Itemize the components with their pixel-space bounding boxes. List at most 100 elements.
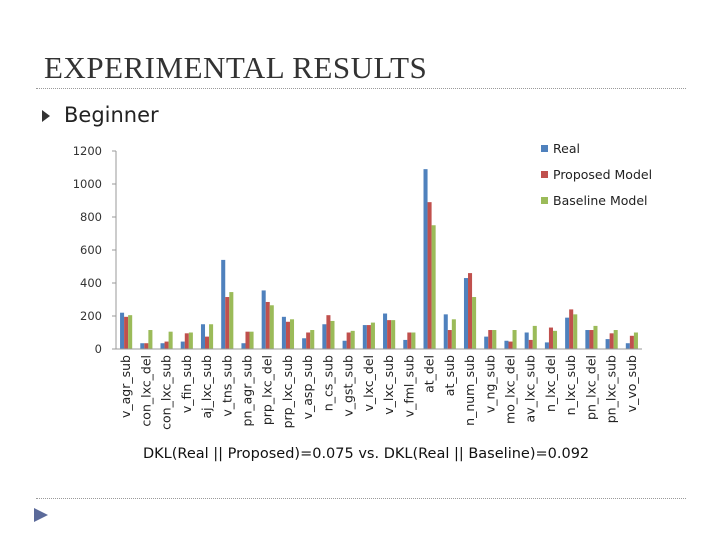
y-tick-label: 200 bbox=[80, 309, 102, 323]
bar-v_gst_sub-0 bbox=[342, 340, 347, 349]
bullet-text: Beginner bbox=[64, 103, 159, 127]
x-tick-label: v_lxc_del bbox=[361, 355, 376, 412]
bar-v_asp_sub-0 bbox=[302, 338, 307, 349]
y-tick-label: 400 bbox=[80, 276, 102, 290]
bar-v_tns_sub-2 bbox=[229, 292, 234, 349]
bullet-arrow-icon bbox=[42, 110, 50, 122]
bar-av_lxc_sub-2 bbox=[532, 325, 537, 349]
bar-v_agr_sub-2 bbox=[128, 315, 133, 349]
x-tick-label: n_num_sub bbox=[462, 355, 477, 426]
y-tick-label: 1200 bbox=[73, 144, 102, 158]
bar-n_cs_sub-1 bbox=[326, 315, 331, 349]
bar-aj_lxc_sub-0 bbox=[200, 324, 206, 349]
bar-con_lxc_del-1 bbox=[144, 343, 149, 349]
bar-v_fin_sub-2 bbox=[188, 332, 193, 349]
bar-n_lxc_del-1 bbox=[548, 327, 553, 349]
bar-pn_lxc_del-0 bbox=[585, 330, 590, 349]
footer-divider bbox=[36, 498, 686, 499]
x-axis-labels: v_agr_sub con_lxc_del con_lxc_sub v_fin_sub… bbox=[118, 355, 639, 430]
x-tick-label: pn_lxc_sub bbox=[604, 355, 619, 423]
bar-at_del-1 bbox=[427, 202, 432, 349]
bar-v_lxc_sub-2 bbox=[391, 320, 396, 349]
bar-at_sub-1 bbox=[447, 330, 452, 349]
x-tick-label: n_lxc_sub bbox=[563, 355, 578, 415]
x-tick-label: v_gst_sub bbox=[341, 355, 356, 417]
bar-pn_lxc_sub-1 bbox=[609, 333, 614, 349]
bar-at_sub-0 bbox=[443, 314, 448, 349]
y-tick-label: 800 bbox=[80, 210, 102, 224]
bar-v_asp_sub-1 bbox=[306, 332, 311, 349]
bar-v_gst_sub-1 bbox=[346, 332, 351, 349]
bar-v_vo_sub-2 bbox=[633, 332, 638, 349]
legend-label-2: Baseline Model bbox=[553, 193, 648, 208]
bar-v_agr_sub-0 bbox=[120, 312, 125, 349]
bar-con_lxc_del-0 bbox=[140, 343, 145, 349]
x-tick-label: av_lxc_sub bbox=[523, 355, 538, 423]
x-tick-label: v_ng_sub bbox=[482, 355, 497, 413]
x-tick-label: pn_agr_sub bbox=[240, 355, 255, 427]
bar-n_lxc_sub-0 bbox=[565, 317, 570, 349]
bar-con_lxc_sub-1 bbox=[164, 341, 169, 349]
x-tick-label: v_fin_sub bbox=[179, 355, 194, 413]
x-tick-label: n_cs_sub bbox=[320, 355, 335, 411]
bar-v_tns_sub-0 bbox=[221, 259, 226, 349]
bar-prp_lxc_del-2 bbox=[269, 305, 274, 349]
bar-v_lxc_del-2 bbox=[370, 322, 375, 349]
bar-v_ng_sub-1 bbox=[488, 330, 493, 349]
bar-v_fml_sub-2 bbox=[411, 332, 416, 349]
x-tick-label: v_fml_sub bbox=[401, 355, 416, 417]
bar-at_sub-2 bbox=[451, 319, 456, 349]
y-tick-label: 0 bbox=[95, 342, 102, 356]
bar-pn_lxc_sub-0 bbox=[605, 339, 610, 349]
bar-v_gst_sub-2 bbox=[350, 330, 355, 349]
bar-pn_lxc_del-2 bbox=[593, 325, 598, 349]
bar-v_asp_sub-2 bbox=[310, 330, 315, 349]
slide-title: EXPERIMENTAL RESULTS bbox=[44, 50, 428, 85]
x-tick-label: prp_lxc_del bbox=[260, 355, 275, 425]
x-tick-label: at_sub bbox=[442, 355, 457, 396]
legend: Real Proposed Model Baseline Model bbox=[541, 141, 652, 208]
bar-pn_agr_sub-0 bbox=[241, 343, 246, 349]
bar-aj_lxc_sub-2 bbox=[209, 324, 214, 349]
legend-label-0: Real bbox=[553, 141, 580, 156]
bar-v_fin_sub-0 bbox=[180, 341, 185, 349]
bar-mo_lxc_del-0 bbox=[504, 340, 509, 349]
bar-pn_agr_sub-2 bbox=[249, 331, 254, 349]
bar-n_lxc_sub-2 bbox=[573, 314, 578, 349]
bar-n_cs_sub-0 bbox=[322, 324, 327, 349]
bar-pn_agr_sub-1 bbox=[245, 331, 250, 349]
title-divider bbox=[36, 88, 686, 89]
x-tick-label: v_tns_sub bbox=[219, 355, 234, 417]
y-axis: 0 200 400 600 800 1000 1200 bbox=[73, 144, 117, 356]
bar-con_lxc_sub-0 bbox=[160, 343, 165, 349]
bar-n_lxc_del-2 bbox=[552, 330, 558, 349]
bar-v_lxc_del-0 bbox=[362, 325, 367, 349]
y-tick-label: 600 bbox=[80, 243, 102, 257]
bar-prp_lxc_del-0 bbox=[261, 290, 266, 349]
bar-v_lxc_del-1 bbox=[366, 325, 371, 349]
bar-pn_lxc_del-1 bbox=[589, 330, 594, 349]
bar-n_cs_sub-2 bbox=[330, 320, 335, 349]
legend-swatch-2 bbox=[541, 197, 548, 204]
x-tick-label: at_del bbox=[422, 355, 437, 393]
bar-n_num_sub-2 bbox=[472, 297, 477, 349]
x-tick-label: aj_lxc_sub bbox=[199, 355, 214, 419]
bar-n_num_sub-0 bbox=[463, 278, 469, 349]
bar-at_del-2 bbox=[431, 225, 436, 349]
x-tick-label: v_agr_sub bbox=[118, 355, 133, 418]
bar-v_vo_sub-0 bbox=[625, 343, 630, 349]
bar-at_del-0 bbox=[423, 169, 428, 349]
bar-v_ng_sub-0 bbox=[484, 336, 489, 349]
bar-prp_lxc_sub-0 bbox=[281, 316, 286, 349]
legend-label-1: Proposed Model bbox=[553, 167, 652, 182]
bar-n_lxc_del-0 bbox=[544, 342, 549, 349]
bar-n_num_sub-1 bbox=[468, 273, 473, 349]
bar-v_vo_sub-1 bbox=[629, 335, 634, 349]
bar-pn_lxc_sub-2 bbox=[613, 330, 618, 349]
bar-mo_lxc_del-1 bbox=[508, 341, 513, 349]
legend-swatch-0 bbox=[541, 145, 548, 152]
bar-av_lxc_sub-1 bbox=[528, 339, 533, 349]
bar-aj_lxc_sub-1 bbox=[205, 336, 210, 349]
bar-con_lxc_sub-2 bbox=[168, 331, 173, 349]
